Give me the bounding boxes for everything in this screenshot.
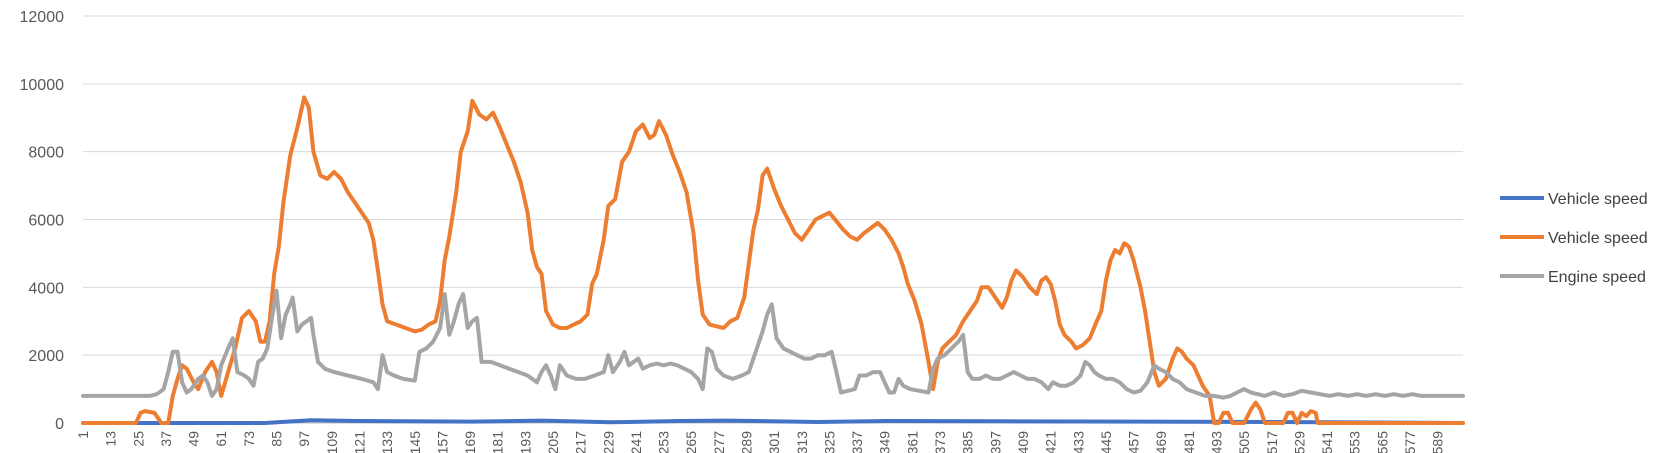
- legend-label: Vehicle speed: [1548, 230, 1648, 247]
- x-tick-label: 145: [407, 431, 423, 453]
- x-tick-label: 253: [656, 431, 672, 453]
- y-tick-label: 12000: [20, 9, 65, 26]
- x-tick-label: 97: [296, 431, 312, 447]
- x-tick-label: 313: [794, 431, 810, 453]
- x-tick-label: 457: [1126, 431, 1142, 453]
- x-tick-label: 241: [628, 431, 644, 453]
- x-tick-label: 157: [434, 431, 450, 453]
- x-tick-label: 181: [490, 431, 506, 453]
- x-tick-label: 229: [600, 431, 616, 453]
- x-tick-label: 553: [1347, 431, 1363, 453]
- x-tick-label: 337: [849, 431, 865, 453]
- x-tick-label: 325: [821, 431, 837, 453]
- legend: Vehicle speed Vehicle speed Engine speed: [1500, 191, 1648, 286]
- x-tick-label: 541: [1319, 431, 1335, 453]
- x-tick-label: 1: [75, 431, 91, 439]
- series-line-2: [81, 95, 1465, 425]
- x-tick-label: 277: [711, 431, 727, 453]
- x-tick-label: 409: [1015, 431, 1031, 453]
- y-tick-label: 10000: [20, 77, 65, 94]
- x-tick-label: 25: [130, 431, 146, 447]
- x-tick-label: 577: [1402, 431, 1418, 453]
- x-tick-label: 445: [1098, 431, 1114, 453]
- series-line-3: [81, 288, 1465, 400]
- x-tick-label: 433: [1070, 431, 1086, 453]
- x-tick-label: 301: [766, 431, 782, 453]
- x-tick-label: 193: [517, 431, 533, 453]
- x-tick-label: 205: [545, 431, 561, 453]
- x-tick-label: 73: [241, 431, 257, 447]
- x-tick-label: 13: [103, 431, 119, 447]
- x-tick-label: 169: [462, 431, 478, 453]
- x-tick-label: 565: [1374, 431, 1390, 453]
- grid-lines: [83, 15, 1463, 424]
- series-lines: [81, 95, 1465, 425]
- y-tick-label: 0: [55, 416, 64, 433]
- x-tick-label: 385: [960, 431, 976, 453]
- x-tick-label: 49: [186, 431, 202, 447]
- x-tick-label: 421: [1043, 431, 1059, 453]
- x-tick-label: 289: [739, 431, 755, 453]
- x-axis: 1 13 25 37 49 61 73 85 97 109 121 133 145 157 169 181 19…: [75, 431, 1446, 453]
- x-tick-label: 373: [932, 431, 948, 453]
- x-tick-label: 133: [379, 431, 395, 453]
- x-tick-label: 589: [1430, 431, 1446, 453]
- y-tick-label: 8000: [28, 145, 64, 162]
- y-tick-label: 2000: [28, 348, 64, 365]
- x-tick-label: 529: [1291, 431, 1307, 453]
- x-tick-label: 121: [351, 431, 367, 453]
- y-axis: 0 2000 4000 6000 8000 10000 12000: [20, 9, 65, 433]
- x-tick-label: 493: [1208, 431, 1224, 453]
- y-tick-label: 4000: [28, 280, 64, 297]
- x-tick-label: 517: [1264, 431, 1280, 453]
- y-tick-label: 6000: [28, 213, 64, 230]
- x-tick-label: 469: [1153, 431, 1169, 453]
- x-tick-label: 505: [1236, 431, 1252, 453]
- series-line-1: [81, 418, 1465, 425]
- x-tick-label: 361: [904, 431, 920, 453]
- x-tick-label: 481: [1181, 431, 1197, 453]
- x-tick-label: 349: [877, 431, 893, 453]
- x-tick-label: 109: [324, 431, 340, 453]
- x-tick-label: 217: [573, 431, 589, 453]
- x-tick-label: 61: [213, 431, 229, 447]
- x-tick-label: 85: [269, 431, 285, 447]
- legend-label: Vehicle speed: [1548, 191, 1648, 208]
- x-tick-label: 37: [158, 431, 174, 447]
- legend-label: Engine speed: [1548, 269, 1646, 286]
- x-tick-label: 397: [987, 431, 1003, 453]
- x-tick-label: 265: [683, 431, 699, 453]
